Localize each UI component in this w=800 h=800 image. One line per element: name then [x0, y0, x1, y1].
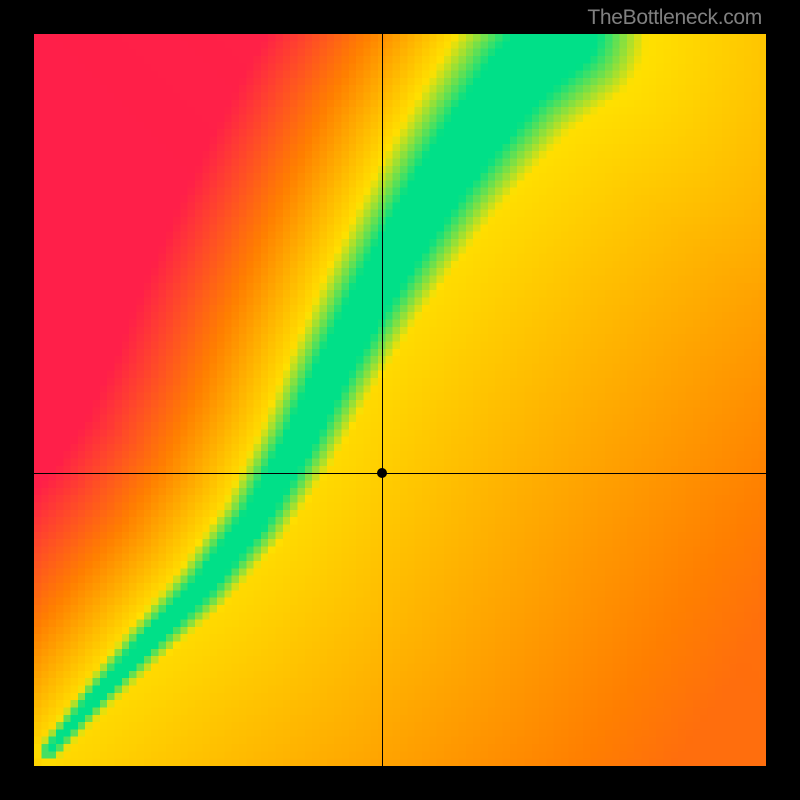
crosshair-vertical: [382, 34, 383, 766]
marker-dot: [377, 468, 387, 478]
heatmap-canvas: [34, 34, 766, 766]
watermark-text: TheBottleneck.com: [587, 6, 762, 30]
crosshair-horizontal: [34, 473, 766, 474]
bottleneck-heatmap: [34, 34, 766, 766]
